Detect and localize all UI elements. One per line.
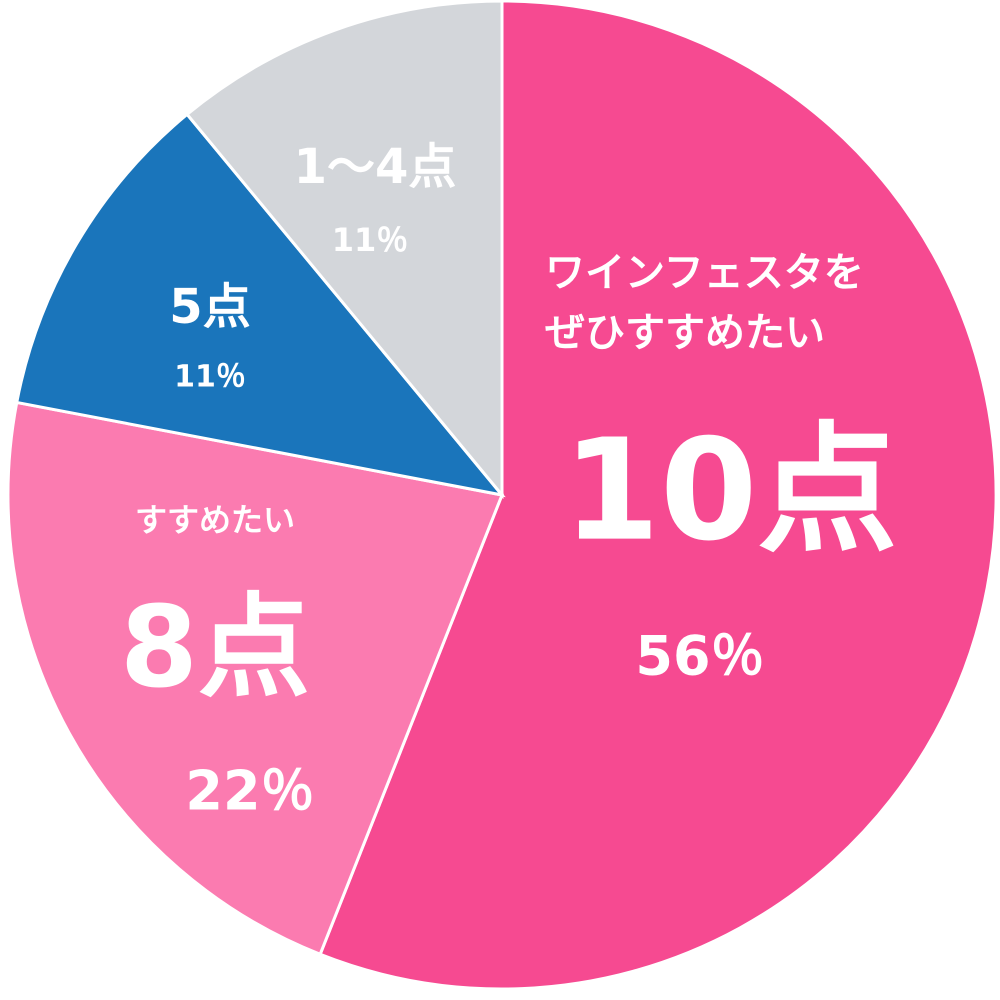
slice-value-label: 11％ — [332, 221, 409, 259]
slice-description: すすめたい — [135, 501, 295, 539]
pie-slice — [6, 400, 505, 957]
pie-slice — [318, 0, 998, 991]
slice-category: 5点 — [169, 279, 250, 335]
slice-category: 10点 — [563, 410, 898, 573]
slice-value-label: 56％ — [635, 625, 764, 688]
pie-slice — [14, 112, 506, 498]
slice-category: 8点 — [120, 583, 310, 713]
pie-slice — [185, 0, 504, 500]
slice-description: ぜひすすめたい — [545, 310, 825, 356]
slice-value-label: 22％ — [185, 760, 314, 823]
slice-category: 1〜4点 — [294, 139, 457, 195]
slice-description: ワインフェスタを — [545, 250, 864, 296]
slice-value-label: 11％ — [174, 360, 246, 395]
